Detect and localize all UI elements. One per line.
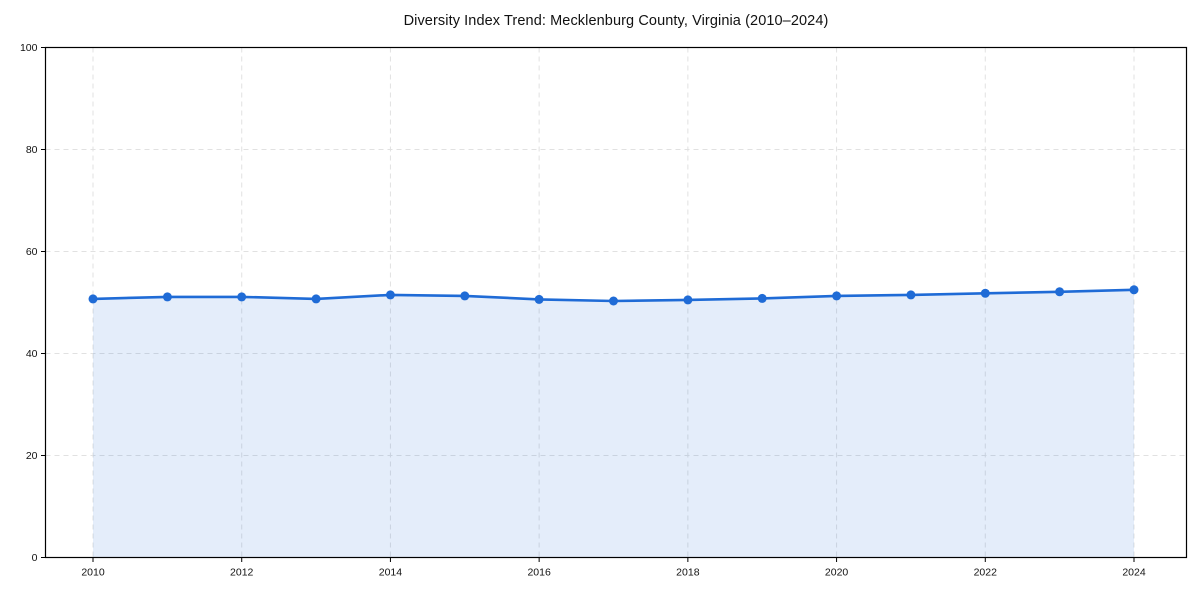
- plot-frame: [44, 46, 1188, 559]
- y-tick-label: 0: [32, 552, 38, 564]
- data-point: [88, 294, 98, 304]
- data-point: [534, 294, 544, 304]
- data-point: [757, 293, 767, 303]
- x-axis-tick-labels: 2010 2012 2014 2016 2018 2020 2022 2024: [81, 567, 1146, 579]
- x-tick-label: 2020: [825, 567, 849, 579]
- x-tick-label: 2018: [676, 567, 700, 579]
- data-point: [460, 291, 470, 301]
- data-point: [311, 294, 321, 304]
- data-point: [385, 290, 395, 300]
- y-tick-label: 20: [26, 450, 38, 462]
- data-point: [906, 290, 916, 300]
- x-tick-label: 2012: [230, 567, 254, 579]
- x-tick-label: 2014: [379, 567, 403, 579]
- data-point: [1129, 285, 1139, 295]
- data-point: [1055, 287, 1065, 297]
- x-tick-label: 2022: [974, 567, 998, 579]
- x-tick-label: 2024: [1122, 567, 1146, 579]
- x-tick-label: 2016: [527, 567, 551, 579]
- x-tick-label: 2010: [81, 567, 105, 579]
- data-point: [832, 291, 842, 301]
- data-point: [162, 292, 172, 302]
- y-tick-label: 60: [26, 246, 38, 258]
- y-tick-label: 40: [26, 348, 38, 360]
- data-points: [88, 285, 1139, 306]
- y-tick-label: 100: [20, 42, 38, 54]
- data-point: [609, 296, 618, 306]
- chart-title: Diversity Index Trend: Mecklenburg Count…: [403, 13, 829, 29]
- axis-ticks: [41, 47, 1135, 562]
- data-point: [980, 288, 990, 298]
- y-tick-label: 80: [26, 144, 38, 156]
- area-fill: [93, 289, 1134, 558]
- y-axis-tick-labels: 0 20 40 60 80 100: [20, 42, 38, 564]
- data-point: [683, 295, 693, 305]
- data-point: [237, 292, 247, 302]
